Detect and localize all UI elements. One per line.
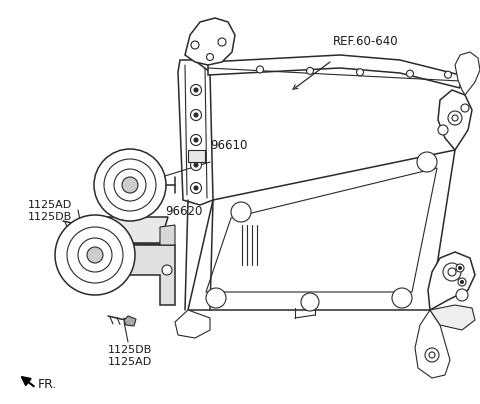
Circle shape	[444, 71, 452, 78]
Circle shape	[218, 38, 226, 46]
Polygon shape	[92, 217, 168, 243]
Circle shape	[438, 125, 448, 135]
Circle shape	[448, 111, 462, 125]
Circle shape	[456, 289, 468, 301]
Polygon shape	[125, 245, 175, 305]
Polygon shape	[415, 310, 450, 378]
Circle shape	[231, 202, 251, 222]
Circle shape	[104, 159, 156, 211]
Circle shape	[122, 177, 138, 193]
Text: REF.60-640: REF.60-640	[333, 35, 398, 48]
Circle shape	[458, 267, 461, 269]
Circle shape	[392, 288, 412, 308]
Circle shape	[256, 66, 264, 73]
Circle shape	[425, 348, 439, 362]
Circle shape	[194, 186, 198, 190]
Text: 1125AD
1125DB: 1125AD 1125DB	[28, 200, 72, 222]
Circle shape	[114, 169, 146, 201]
Polygon shape	[175, 310, 210, 338]
Circle shape	[194, 113, 198, 117]
Circle shape	[194, 163, 198, 167]
Polygon shape	[188, 150, 455, 310]
Circle shape	[429, 352, 435, 358]
Polygon shape	[79, 222, 91, 231]
Circle shape	[460, 280, 464, 284]
Polygon shape	[178, 60, 213, 205]
Text: FR.: FR.	[38, 379, 58, 391]
Circle shape	[194, 88, 198, 92]
Polygon shape	[438, 90, 472, 150]
Circle shape	[458, 278, 466, 286]
Circle shape	[191, 183, 202, 194]
Circle shape	[191, 160, 202, 170]
Circle shape	[206, 288, 226, 308]
Polygon shape	[208, 55, 460, 88]
Circle shape	[78, 238, 112, 272]
Polygon shape	[206, 168, 437, 292]
Circle shape	[452, 115, 458, 121]
Text: 96620: 96620	[165, 205, 203, 218]
Circle shape	[191, 109, 202, 120]
Polygon shape	[428, 252, 475, 310]
Circle shape	[55, 215, 135, 295]
Circle shape	[443, 263, 461, 281]
Circle shape	[191, 135, 202, 145]
Circle shape	[87, 247, 103, 263]
Circle shape	[94, 149, 166, 221]
Circle shape	[456, 264, 464, 272]
Circle shape	[162, 265, 172, 275]
Circle shape	[194, 138, 198, 142]
Circle shape	[461, 104, 469, 112]
Circle shape	[67, 227, 123, 283]
Circle shape	[191, 84, 202, 95]
Circle shape	[191, 41, 199, 49]
Circle shape	[448, 268, 456, 276]
Polygon shape	[160, 225, 175, 245]
Text: 96610: 96610	[210, 139, 247, 152]
Polygon shape	[124, 316, 136, 326]
Circle shape	[301, 293, 319, 311]
Circle shape	[206, 53, 214, 61]
Polygon shape	[188, 150, 205, 162]
Circle shape	[407, 70, 413, 77]
Circle shape	[307, 67, 313, 74]
Polygon shape	[185, 18, 235, 65]
Circle shape	[417, 152, 437, 172]
Text: 1125DB
1125AD: 1125DB 1125AD	[108, 345, 152, 367]
Circle shape	[357, 69, 363, 76]
Polygon shape	[455, 52, 480, 95]
Polygon shape	[430, 305, 475, 330]
